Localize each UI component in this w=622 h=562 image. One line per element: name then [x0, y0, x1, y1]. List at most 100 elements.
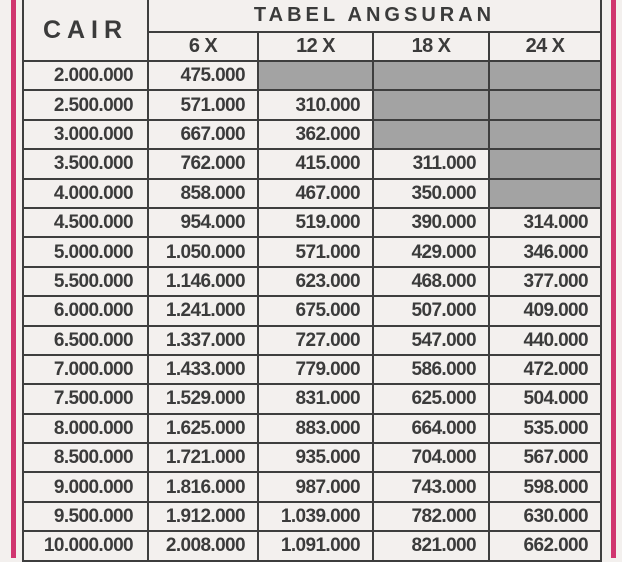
- installment-value: 883.000: [257, 412, 374, 445]
- table-row: 3.500.000 762.000 415.000 311.000: [22, 148, 602, 180]
- unavailable-cell: [488, 59, 602, 92]
- cair-amount: 3.000.000: [22, 118, 149, 151]
- installment-value: 598.000: [488, 471, 602, 503]
- installment-value: 831.000: [257, 383, 374, 415]
- installment-table: CAIR TABEL ANGSURAN 6 X 12 X 18 X 24 X 2…: [22, 0, 602, 562]
- installment-value: 2.008.000: [147, 530, 259, 562]
- table-row: 9.500.000 1.912.000 1.039.000 782.000 630.00…: [22, 500, 602, 533]
- installment-value: 1.241.000: [147, 295, 259, 327]
- installment-value: 571.000: [147, 89, 259, 121]
- unavailable-cell: [372, 89, 490, 121]
- table-row: 8.000.000 1.625.000 883.000 664.000 535.000: [22, 412, 602, 445]
- column-header-6x: 6 X: [147, 31, 259, 62]
- cair-amount: 4.500.000: [22, 206, 149, 239]
- installment-value: 667.000: [147, 118, 259, 151]
- cair-amount: 2.500.000: [22, 89, 149, 121]
- installment-value: 1.721.000: [147, 442, 259, 474]
- table-row: 7.000.000 1.433.000 779.000 586.000 472.000: [22, 353, 602, 386]
- cair-amount: 6.500.000: [22, 324, 149, 356]
- installment-value: 362.000: [257, 118, 374, 151]
- cair-amount: 9.500.000: [22, 500, 149, 533]
- installment-value: 987.000: [257, 471, 374, 503]
- installment-value: 310.000: [257, 89, 374, 121]
- installment-value: 440.000: [488, 324, 602, 356]
- installment-value: 1.039.000: [257, 500, 374, 533]
- cair-amount: 3.500.000: [22, 148, 149, 180]
- cair-header: CAIR: [22, 0, 149, 62]
- column-header-18x: 18 X: [372, 31, 490, 62]
- installment-value: 630.000: [488, 500, 602, 533]
- installment-value: 1.529.000: [147, 383, 259, 415]
- installment-value: 727.000: [257, 324, 374, 356]
- installment-value: 467.000: [257, 177, 374, 209]
- installment-value: 625.000: [372, 383, 490, 415]
- installment-value: 675.000: [257, 295, 374, 327]
- table-row: 6.000.000 1.241.000 675.000 507.000 409.000: [22, 295, 602, 327]
- unavailable-cell: [372, 118, 490, 151]
- unavailable-cell: [488, 89, 602, 121]
- unavailable-cell: [488, 148, 602, 180]
- installment-value: 504.000: [488, 383, 602, 415]
- unavailable-cell: [372, 59, 490, 92]
- installment-value: 1.912.000: [147, 500, 259, 533]
- installment-value: 586.000: [372, 353, 490, 386]
- unavailable-cell: [488, 118, 602, 151]
- cair-amount: 7.500.000: [22, 383, 149, 415]
- installment-value: 535.000: [488, 412, 602, 445]
- table-row: 6.500.000 1.337.000 727.000 547.000 440.000: [22, 324, 602, 356]
- cair-amount: 6.000.000: [22, 295, 149, 327]
- table-row: 5.500.000 1.146.000 623.000 468.000 377.000: [22, 265, 602, 298]
- installment-value: 743.000: [372, 471, 490, 503]
- installment-value: 507.000: [372, 295, 490, 327]
- installment-value: 472.000: [488, 353, 602, 386]
- installment-value: 415.000: [257, 148, 374, 180]
- installment-value: 314.000: [488, 206, 602, 239]
- cair-amount: 9.000.000: [22, 471, 149, 503]
- installment-value: 429.000: [372, 236, 490, 268]
- installment-value: 475.000: [147, 59, 259, 92]
- installment-value: 858.000: [147, 177, 259, 209]
- installment-value: 623.000: [257, 265, 374, 298]
- installment-value: 821.000: [372, 530, 490, 562]
- installment-value: 346.000: [488, 236, 602, 268]
- table-row: 10.000.000 2.008.000 1.091.000 821.000 662.0…: [22, 530, 602, 562]
- cair-amount: 8.000.000: [22, 412, 149, 445]
- table-row: 5.000.000 1.050.000 571.000 429.000 346.000: [22, 236, 602, 268]
- cair-amount: 7.000.000: [22, 353, 149, 386]
- unavailable-cell: [488, 177, 602, 209]
- installment-value: 1.050.000: [147, 236, 259, 268]
- left-pink-border: [11, 0, 16, 558]
- installment-value: 1.091.000: [257, 530, 374, 562]
- cair-amount: 5.500.000: [22, 265, 149, 298]
- table-row: 2.000.000 475.000: [22, 59, 602, 92]
- table-row: 7.500.000 1.529.000 831.000 625.000 504.000: [22, 383, 602, 415]
- table-header-row: CAIR TABEL ANGSURAN: [22, 0, 602, 62]
- installment-value: 762.000: [147, 148, 259, 180]
- table-row: 9.000.000 1.816.000 987.000 743.000 598.000: [22, 471, 602, 503]
- installment-value: 779.000: [257, 353, 374, 386]
- installment-value: 1.337.000: [147, 324, 259, 356]
- table-row: 4.500.000 954.000 519.000 390.000 314.000: [22, 206, 602, 239]
- installment-value: 571.000: [257, 236, 374, 268]
- table-row: 4.000.000 858.000 467.000 350.000: [22, 177, 602, 209]
- table-title: TABEL ANGSURAN: [147, 0, 602, 33]
- tenor-header-row: 6 X 12 X 18 X 24 X: [23, 31, 602, 62]
- installment-value: 1.816.000: [147, 471, 259, 503]
- installment-value: 377.000: [488, 265, 602, 298]
- table-row: 2.500.000 571.000 310.000: [22, 89, 602, 121]
- unavailable-cell: [257, 59, 374, 92]
- installment-value: 664.000: [372, 412, 490, 445]
- installment-value: 519.000: [257, 206, 374, 239]
- installment-value: 782.000: [372, 500, 490, 533]
- installment-value: 704.000: [372, 442, 490, 474]
- table-row: 8.500.000 1.721.000 935.000 704.000 567.000: [22, 442, 602, 474]
- table-row: 3.000.000 667.000 362.000: [22, 118, 602, 151]
- installment-value: 935.000: [257, 442, 374, 474]
- installment-value: 1.146.000: [147, 265, 259, 298]
- installment-value: 311.000: [372, 148, 490, 180]
- installment-value: 954.000: [147, 206, 259, 239]
- installment-value: 1.433.000: [147, 353, 259, 386]
- installment-value: 409.000: [488, 295, 602, 327]
- column-header-12x: 12 X: [257, 31, 374, 62]
- installment-value: 350.000: [372, 177, 490, 209]
